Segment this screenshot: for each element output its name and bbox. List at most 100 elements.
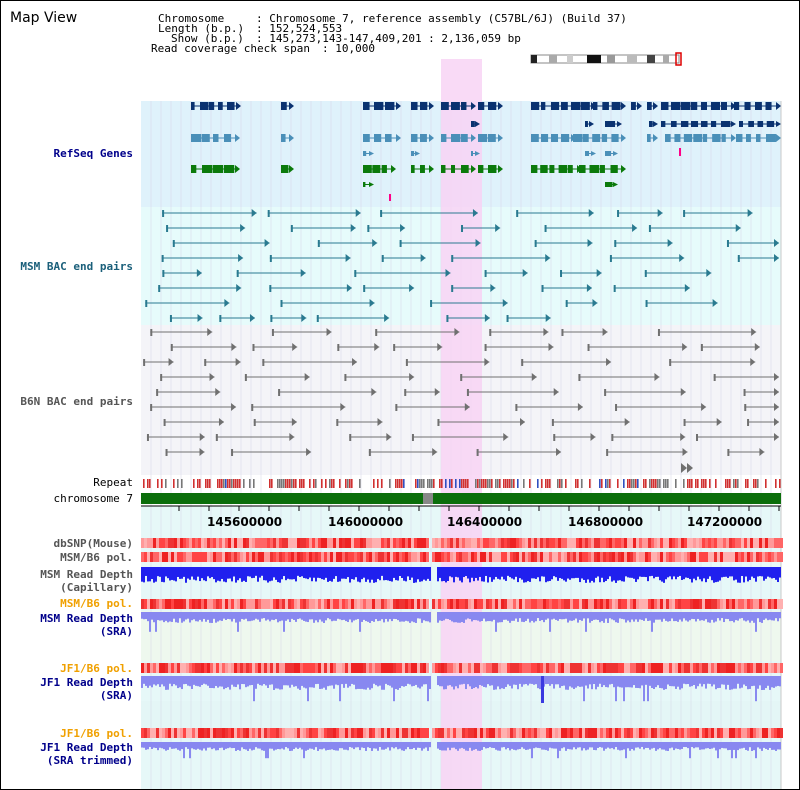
heat-cell (723, 663, 726, 673)
heat-cell (210, 663, 213, 673)
heat-cell (147, 538, 150, 548)
depth-bar (495, 676, 497, 690)
depth-bar (287, 742, 289, 749)
depth-bar (243, 742, 245, 750)
heat-cell (189, 663, 192, 673)
heat-cell (507, 538, 510, 548)
depth-bar (217, 612, 219, 622)
repeat-element (313, 479, 315, 488)
depth-bar (755, 567, 757, 582)
repeat-element (581, 479, 583, 488)
heat-cell (609, 599, 612, 609)
gene-exon (757, 121, 764, 127)
depth-bar (445, 567, 447, 583)
repeat-element (651, 479, 653, 488)
depth-bar (449, 676, 451, 686)
bac-end (484, 270, 487, 277)
repeat-element (249, 479, 251, 488)
depth-bar (691, 742, 693, 748)
heat-cell (708, 599, 711, 609)
heat-cell (633, 552, 636, 562)
heat-cell (489, 728, 492, 738)
depth-bar (157, 742, 159, 751)
heat-cell (399, 663, 402, 673)
depth-bar (293, 742, 295, 750)
bac-end (238, 254, 244, 262)
depth-bar (269, 742, 271, 749)
heat-cell (450, 663, 453, 673)
depth-bar (275, 742, 277, 750)
gene-exon (540, 165, 548, 173)
repeat-element (633, 479, 635, 488)
heat-cell (417, 663, 420, 673)
depth-bar (695, 567, 697, 581)
depth-bar (353, 612, 355, 621)
depth-bar (629, 676, 631, 688)
heat-cell (558, 552, 561, 562)
depth-bar (413, 676, 415, 686)
heat-cell (426, 728, 429, 738)
gene-exon (213, 134, 219, 142)
depth-bar (679, 567, 681, 576)
depth-bar (381, 612, 383, 620)
heat-cell (636, 728, 639, 738)
depth-bar (709, 567, 711, 577)
heat-cell (693, 538, 696, 548)
depth-bar (499, 742, 501, 751)
depth-bar (145, 567, 147, 576)
repeat-element (459, 479, 461, 488)
heat-cell (759, 728, 762, 738)
depth-bar (657, 676, 659, 686)
bac-end (451, 255, 454, 262)
depth-bar (303, 567, 305, 579)
depth-bar (561, 742, 563, 749)
depth-bar (477, 567, 479, 581)
depth-bar (753, 742, 755, 751)
depth-bar (693, 567, 695, 579)
depth-bar (705, 612, 707, 620)
heat-cell (273, 663, 276, 673)
depth-bar (703, 612, 705, 621)
depth-bar (175, 612, 177, 623)
depth-bar (651, 742, 653, 749)
bac-end (561, 329, 564, 336)
heat-cell (207, 538, 210, 548)
depth-bar (709, 612, 711, 623)
heat-cell (651, 663, 654, 673)
heat-cell (381, 663, 384, 673)
depth-bar (543, 567, 545, 577)
heat-cell (627, 728, 630, 738)
heat-cell (381, 728, 384, 738)
depth-bar (181, 567, 183, 579)
repeat-element (287, 479, 289, 488)
heat-cell (210, 538, 213, 548)
depth-bar (349, 742, 351, 748)
heat-cell (699, 538, 702, 548)
depth-bar (767, 612, 769, 621)
heat-cell (246, 728, 249, 738)
depth-bar (235, 742, 237, 751)
depth-bar (485, 742, 487, 749)
heat-cell (141, 663, 144, 673)
gene-exon (549, 165, 555, 173)
depth-bar (647, 742, 649, 748)
depth-bar (341, 612, 343, 621)
bac-end (475, 239, 481, 247)
bac-end (466, 389, 469, 396)
heat-cell (630, 538, 633, 548)
depth-bar (669, 612, 671, 622)
depth-bar (149, 567, 151, 582)
depth-bar (315, 742, 317, 748)
heat-cell (474, 599, 477, 609)
heat-cell (291, 538, 294, 548)
depth-bar (603, 567, 605, 583)
gene-exon (671, 102, 681, 110)
heat-cell (225, 538, 228, 548)
depth-bar (675, 612, 677, 622)
heat-cell (186, 552, 189, 562)
depth-bar (177, 676, 179, 689)
repeat-element (725, 479, 727, 488)
depth-bar (635, 567, 637, 582)
bac-end (700, 344, 703, 351)
